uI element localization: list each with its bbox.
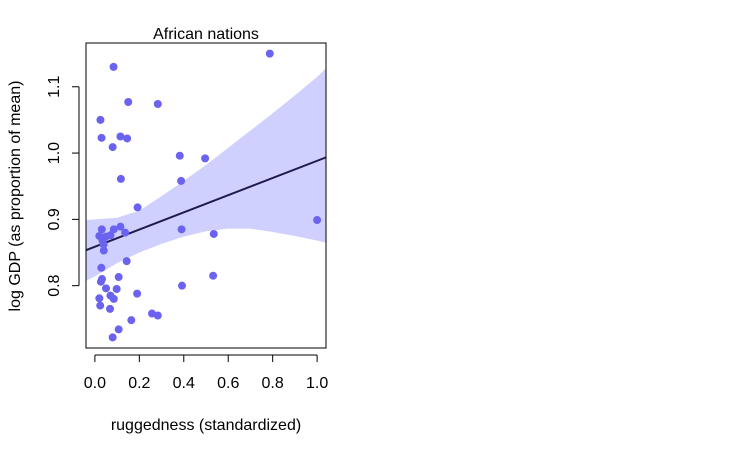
- x-tick-label: 0.2: [128, 375, 150, 392]
- x-tick-label: 1.0: [306, 375, 328, 392]
- data-point: [116, 222, 125, 231]
- data-point: [265, 49, 274, 58]
- data-point: [133, 289, 142, 298]
- interval-band-layer: [86, 68, 326, 282]
- y-tick-label: 1.0: [46, 142, 63, 164]
- x-axis-title: ruggedness (standardized): [111, 417, 301, 434]
- data-point: [108, 143, 117, 152]
- data-point: [109, 294, 118, 303]
- data-point: [153, 311, 162, 320]
- data-point: [127, 316, 136, 325]
- x-tick-label: 0.0: [84, 375, 106, 392]
- data-point: [95, 294, 104, 303]
- data-point: [153, 100, 162, 108]
- x-tick-label: 0.6: [217, 375, 239, 392]
- data-point: [201, 154, 210, 163]
- data-point: [114, 325, 123, 334]
- data-points-layer: [95, 49, 322, 342]
- data-point: [109, 62, 118, 71]
- x-axis: 0.0 0.2 0.4 0.6 0.8 1.0: [84, 354, 328, 392]
- data-point: [96, 301, 105, 310]
- y-tick-label: 0.8: [46, 274, 63, 296]
- data-point: [106, 304, 114, 313]
- data-point: [175, 151, 184, 160]
- data-point: [97, 263, 106, 272]
- data-point: [97, 133, 106, 142]
- data-point: [178, 281, 186, 290]
- data-point: [116, 132, 125, 141]
- data-point: [133, 203, 142, 212]
- data-point: [97, 225, 106, 234]
- data-point: [98, 236, 107, 245]
- data-point: [123, 134, 132, 143]
- data-point: [98, 275, 106, 284]
- data-point: [96, 115, 105, 124]
- y-axis: 0.8 0.9 1.0 1.1: [46, 76, 80, 297]
- data-point: [114, 273, 123, 282]
- data-point: [124, 98, 133, 107]
- x-tick-label: 0.4: [173, 375, 195, 392]
- data-point: [112, 284, 121, 293]
- data-point: [121, 228, 130, 237]
- data-point: [122, 257, 131, 266]
- y-tick-label: 1.1: [46, 76, 63, 98]
- data-point: [102, 284, 110, 293]
- y-axis-title: log GDP (as proportion of mean): [7, 81, 24, 312]
- chart-title: African nations: [153, 26, 259, 43]
- data-point: [209, 229, 218, 238]
- data-point: [108, 333, 117, 342]
- data-point: [209, 271, 218, 280]
- data-point: [313, 216, 322, 225]
- data-point: [177, 225, 186, 234]
- data-point: [177, 176, 186, 185]
- x-tick-label: 0.8: [262, 375, 284, 392]
- plot-frame: [85, 42, 327, 349]
- data-point: [99, 246, 108, 255]
- confidence-band: [86, 68, 326, 282]
- y-tick-label: 0.9: [46, 208, 63, 230]
- data-point: [109, 225, 118, 234]
- data-point: [116, 174, 125, 183]
